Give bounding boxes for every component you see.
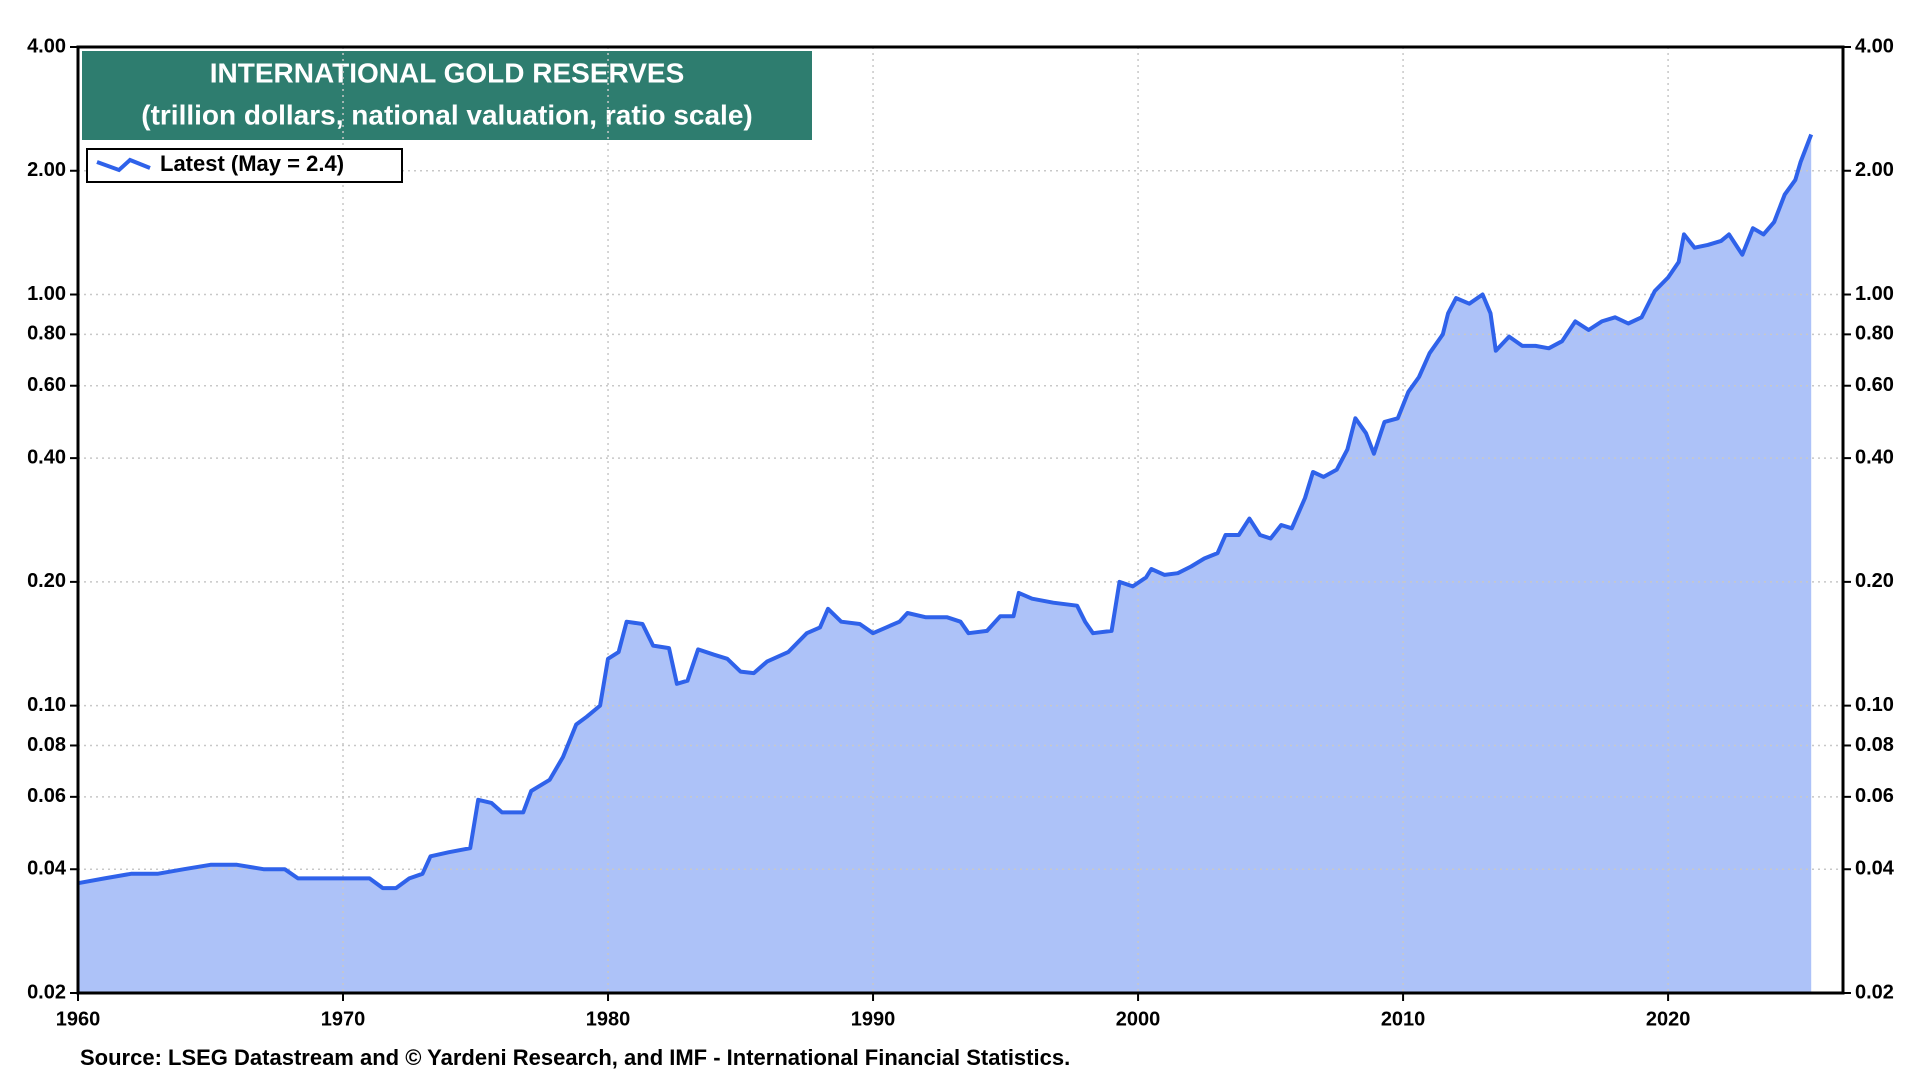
legend-box (86, 148, 403, 183)
y-tick-label: 0.06 (27, 785, 66, 807)
y-tick-label: 0.10 (27, 694, 66, 716)
y2-tick-label: 4.00 (1855, 35, 1894, 57)
x-tick-label: 1990 (851, 1008, 896, 1030)
x-tick-label: 2010 (1381, 1008, 1426, 1030)
y-tick-label: 0.04 (27, 858, 67, 880)
y-tick-label: 1.00 (27, 283, 66, 305)
y2-tick-label: 0.40 (1855, 446, 1894, 468)
y-tick-label: 0.08 (27, 734, 66, 756)
y2-tick-label: 0.04 (1855, 858, 1895, 880)
y-tick-label: 0.80 (27, 323, 66, 345)
y2-tick-label: 0.80 (1855, 323, 1894, 345)
source-note: Source: LSEG Datastream and © Yardeni Re… (80, 1045, 1070, 1070)
y-tick-label: 0.02 (27, 981, 66, 1003)
y-tick-label: 4.00 (27, 35, 66, 57)
y-tick-label: 0.60 (27, 374, 66, 396)
y2-tick-label: 0.10 (1855, 694, 1894, 716)
y2-tick-label: 0.20 (1855, 570, 1894, 592)
y-tick-label: 0.40 (27, 446, 66, 468)
y2-tick-label: 0.08 (1855, 734, 1894, 756)
y2-tick-label: 1.00 (1855, 283, 1894, 305)
y2-tick-label: 2.00 (1855, 159, 1894, 181)
area (78, 134, 1812, 993)
line (77, 133, 1814, 891)
plot-frame (76, 45, 1845, 995)
chart-subtitle: (trillion dollars, national valuation, r… (141, 99, 752, 130)
x-tick-label: 1960 (56, 1008, 101, 1030)
legend-label: Latest (May = 2.4) (160, 151, 344, 176)
y-tick-label: 0.20 (27, 570, 66, 592)
x-tick-label: 1980 (586, 1008, 631, 1030)
x-tick-label: 2020 (1646, 1008, 1691, 1030)
y2-tick-label: 0.06 (1855, 785, 1894, 807)
chart-title: INTERNATIONAL GOLD RESERVES (210, 57, 685, 88)
title-box (82, 51, 812, 140)
x-tick-label: 2000 (1116, 1008, 1161, 1030)
legend-swatch (96, 157, 151, 173)
x-tick-label: 1970 (321, 1008, 366, 1030)
y-tick-label: 2.00 (27, 159, 66, 181)
y2-tick-label: 0.02 (1855, 981, 1894, 1003)
y2-tick-label: 0.60 (1855, 374, 1894, 396)
